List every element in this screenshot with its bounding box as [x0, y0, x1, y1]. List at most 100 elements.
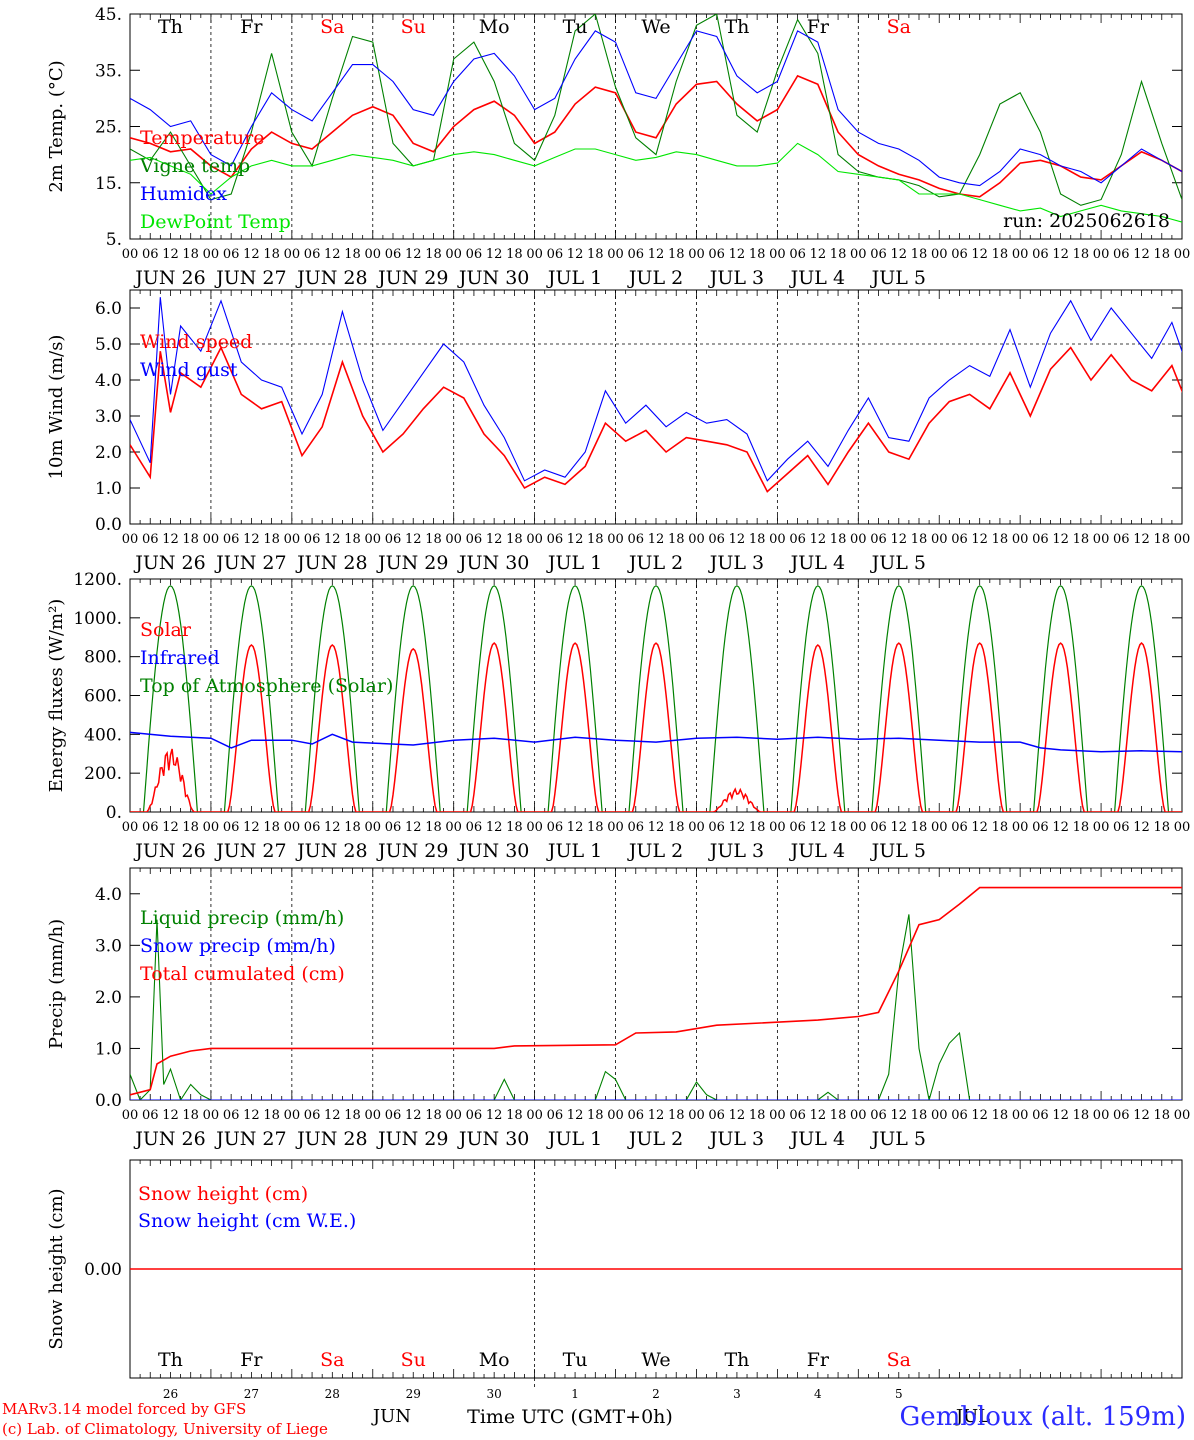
hour-tick-label: 18	[587, 532, 604, 547]
hour-tick-label: 06	[627, 1108, 644, 1123]
day-number: 5	[895, 1387, 903, 1401]
weekday-label: Fr	[240, 16, 263, 38]
hour-tick-label: 00	[1174, 532, 1191, 547]
hour-tick-label: 12	[486, 820, 503, 835]
hour-tick-label: 00	[931, 532, 948, 547]
panel-2: 10m Wind (m/s)	[46, 289, 1183, 525]
legend-entry: Wind gust	[140, 359, 238, 381]
hour-tick-label: 00	[769, 820, 786, 835]
y-tick-label: 6.0	[95, 299, 122, 319]
hour-tick-label: 06	[789, 820, 806, 835]
panel-3: Energy fluxes (W/m²)	[46, 578, 1183, 813]
hour-tick-label: 00	[931, 1108, 948, 1123]
series-infrared	[130, 731, 1182, 753]
hour-tick-label: 18	[668, 820, 685, 835]
hour-tick-label: 06	[1032, 532, 1049, 547]
date-label: JUN 26	[133, 1128, 205, 1150]
run-annotation: run: 2025062618	[1003, 210, 1170, 232]
date-label: JUN 26	[133, 840, 205, 862]
series-wind-speed	[130, 345, 1182, 493]
day-number: 3	[733, 1387, 741, 1401]
weekday-label: Th	[724, 16, 749, 38]
y-tick-label: 800.	[84, 648, 122, 668]
hour-tick-label: 06	[304, 1108, 321, 1123]
hour-tick-label: 06	[708, 532, 725, 547]
weekday-label: Fr	[807, 16, 830, 38]
hour-tick-label: 00	[1174, 820, 1191, 835]
hour-tick-label: 12	[971, 820, 988, 835]
legend-entry: Wind speed	[140, 331, 252, 353]
hour-tick-label: 12	[1133, 820, 1150, 835]
hour-tick-label: 18	[1153, 820, 1170, 835]
day-number: 4	[814, 1387, 822, 1401]
hour-tick-label: 18	[506, 1108, 523, 1123]
hour-tick-label: 12	[729, 820, 746, 835]
legend-entry: Temperature	[140, 127, 264, 149]
hour-tick-label: 00	[445, 247, 462, 262]
panel-frame	[129, 13, 1183, 240]
hour-tick-label: 06	[1113, 820, 1130, 835]
day-number: 28	[325, 1387, 340, 1401]
y-tick-label: 3.0	[95, 936, 122, 956]
hour-tick-label: 06	[708, 247, 725, 262]
hour-tick-label: 00	[850, 532, 867, 547]
date-label: JUN 30	[457, 267, 529, 289]
hour-tick-label: 06	[142, 532, 159, 547]
panel-1: 2m Temp. (°C)	[46, 13, 1183, 240]
station-label: Gembloux (alt. 159m)	[899, 1402, 1186, 1432]
series-dewpoint-temp	[130, 142, 1182, 223]
hour-tick-label: 00	[607, 1108, 624, 1123]
hour-tick-label: 06	[789, 1108, 806, 1123]
hour-tick-label: 06	[223, 820, 240, 835]
hour-tick-label: 12	[810, 1108, 827, 1123]
y-tick-label: 0.0	[95, 515, 122, 535]
y-tick-label: 400.	[84, 725, 122, 745]
hour-tick-label: 12	[971, 247, 988, 262]
hour-tick-label: 06	[951, 247, 968, 262]
y-tick-label: 600.	[84, 687, 122, 707]
y-tick-label: 0.0	[95, 1091, 122, 1111]
hour-tick-label: 00	[688, 1108, 705, 1123]
weekday-label: Sa	[887, 1349, 911, 1371]
y-tick-label: 3.0	[95, 407, 122, 427]
weekday-label: Th	[158, 1349, 183, 1371]
hour-tick-label: 18	[425, 820, 442, 835]
hour-tick-label: 12	[405, 1108, 422, 1123]
day-number: 29	[406, 1387, 421, 1401]
date-label: JUN 28	[295, 552, 367, 574]
hour-tick-label: 12	[971, 532, 988, 547]
hour-tick-label: 00	[364, 820, 381, 835]
hour-tick-label: 00	[364, 532, 381, 547]
hour-tick-label: 18	[344, 247, 361, 262]
legend-entry: Snow height (cm W.E.)	[138, 1210, 356, 1232]
y-tick-label: 0.00	[84, 1260, 122, 1280]
hour-tick-label: 00	[445, 1108, 462, 1123]
hour-tick-label: 12	[243, 1108, 260, 1123]
hour-tick-label: 12	[324, 532, 341, 547]
hour-tick-label: 06	[385, 820, 402, 835]
hour-tick-label: 18	[911, 1108, 928, 1123]
hour-tick-label: 00	[1093, 532, 1110, 547]
hour-tick-label: 18	[182, 532, 199, 547]
hour-tick-label: 18	[1153, 247, 1170, 262]
y-axis-label: 10m Wind (m/s)	[46, 335, 67, 480]
weekday-label: Th	[158, 16, 183, 38]
hour-tick-label: 18	[425, 247, 442, 262]
day-number: 1	[571, 1387, 579, 1401]
hour-tick-label: 12	[567, 247, 584, 262]
hour-tick-label: 18	[830, 247, 847, 262]
panel-4: Precip (mm/h)	[46, 867, 1183, 1101]
y-tick-label: 2.0	[95, 443, 122, 463]
hour-tick-label: 12	[648, 532, 665, 547]
hour-tick-label: 06	[870, 247, 887, 262]
hour-tick-label: 12	[405, 532, 422, 547]
hour-tick-label: 00	[688, 247, 705, 262]
hour-tick-label: 18	[911, 820, 928, 835]
hour-tick-label: 12	[405, 820, 422, 835]
hour-tick-label: 06	[627, 247, 644, 262]
hour-tick-label: 18	[992, 247, 1009, 262]
y-axis-label: Snow height (cm)	[46, 1188, 67, 1349]
y-tick-label: 45.	[95, 5, 122, 25]
hour-tick-label: 18	[1073, 532, 1090, 547]
legend-entry: Liquid precip (mm/h)	[140, 907, 344, 929]
